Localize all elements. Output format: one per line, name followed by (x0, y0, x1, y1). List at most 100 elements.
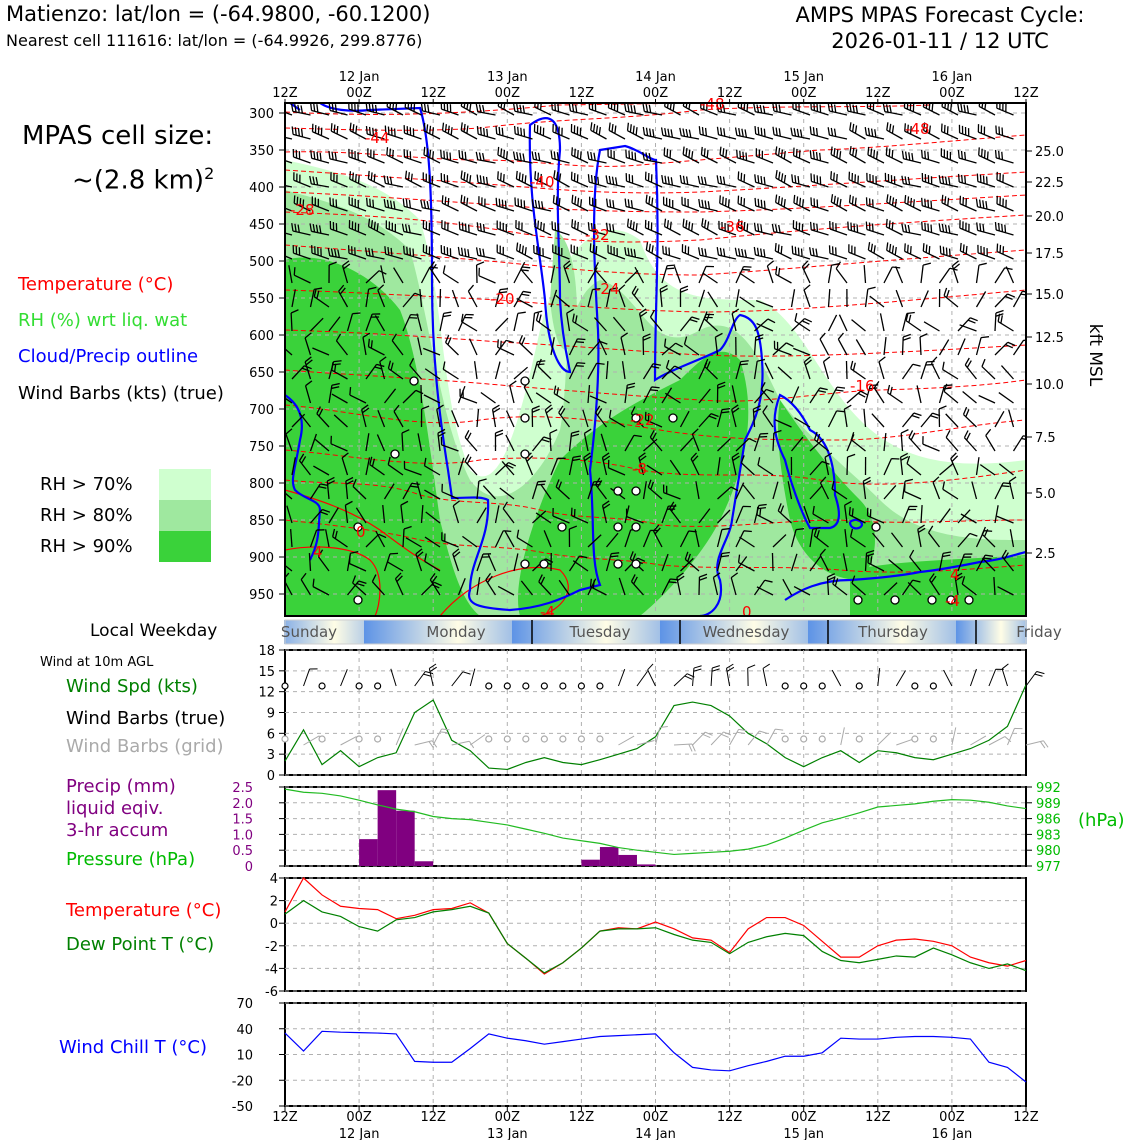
pressure-tick: 992 (1036, 781, 1061, 796)
wind-barb (864, 286, 876, 308)
wind-barb (978, 103, 996, 116)
calm-wind-marker (353, 595, 363, 605)
wind-barb (813, 431, 829, 452)
wind-barb (298, 412, 312, 428)
wind-barb (977, 244, 996, 260)
wind-barb (644, 411, 663, 428)
wind-barb (636, 740, 655, 746)
wind-barb (830, 171, 848, 188)
wind-barb (515, 170, 533, 188)
wind-barb (865, 197, 885, 212)
wind-barb (717, 486, 739, 500)
calm-wind-marker (577, 682, 586, 690)
wind-barb (349, 122, 367, 140)
wind-barb (929, 573, 941, 596)
wind-barb (416, 313, 423, 332)
wind-barb (403, 125, 422, 140)
wind-barb (550, 150, 570, 164)
wind-barb (467, 284, 478, 308)
calm-wind-marker (855, 735, 863, 743)
wind-barb (387, 360, 404, 380)
wind-barb (775, 194, 792, 212)
wind-barb (286, 505, 293, 524)
calm-wind-marker (374, 682, 382, 690)
wind-barb (312, 347, 330, 356)
wind-barb (790, 436, 804, 452)
panel-y-tick: 1.0 (232, 828, 253, 843)
wind-barb (589, 578, 607, 596)
pressure-tick: 980 (1036, 844, 1061, 859)
wind-barb (457, 457, 465, 476)
wind-barb (960, 513, 977, 524)
wind-barb (429, 261, 441, 284)
legend-wind-speed: Wind Spd (kts) (66, 676, 198, 697)
wind-barb (773, 340, 792, 356)
wind-barb (1012, 435, 1026, 452)
wind-barb (827, 386, 846, 404)
wind-barb (386, 147, 404, 164)
calm-wind-marker (540, 682, 548, 690)
pressure-tick: 989 (1036, 797, 1061, 812)
calm-wind-marker (800, 682, 808, 690)
wind-barb (997, 586, 1014, 596)
wind-barb (662, 245, 681, 260)
top-hour-tick: 12Z (865, 86, 891, 101)
wind-barb (867, 554, 885, 572)
pressure-tick: 300 (249, 107, 274, 122)
calm-wind-marker (800, 735, 808, 743)
wind-barb (605, 222, 626, 236)
wind-barb (468, 338, 478, 356)
wind-barb (384, 246, 404, 260)
wind-barb (766, 260, 775, 284)
wind-barb (365, 533, 387, 548)
calm-wind-marker (540, 735, 548, 743)
wind-barb (819, 476, 830, 500)
wind-barb (698, 198, 718, 212)
wind-barb (994, 222, 1014, 236)
wind-barb (895, 266, 904, 284)
wind-barb (772, 342, 794, 356)
wind-barb (882, 103, 903, 116)
wind-barb (822, 356, 831, 380)
wind-barb (422, 244, 441, 260)
wind-barb (895, 289, 904, 308)
wind-barb (888, 559, 903, 572)
calm-wind-marker (871, 522, 881, 532)
wind-barb (588, 103, 607, 116)
panel-y-tick: 6 (267, 727, 275, 742)
wind-barb (969, 668, 977, 687)
pressure-unit-label: (hPa) (1078, 810, 1125, 831)
weekday-strip: Sunday Monday Tuesday Wednesday Thursday Frid… (0, 619, 1140, 646)
temperature-contour-label: -8 (632, 460, 647, 478)
wind-barb (605, 198, 626, 212)
wind-barb (566, 308, 574, 332)
wind-barb (920, 262, 932, 284)
wind-barb (938, 267, 958, 284)
calm-wind-marker (929, 682, 937, 690)
wind-barb (365, 103, 385, 116)
wind-barb (837, 332, 848, 356)
wind-barb (570, 171, 589, 188)
wind-barb (810, 103, 829, 116)
wind-barb (790, 289, 796, 308)
wind-barb (620, 332, 629, 356)
weekday-label: Wednesday (703, 623, 790, 641)
wind-barb (285, 159, 293, 164)
calm-wind-marker (374, 735, 382, 743)
wind-barb (601, 452, 611, 476)
wind-barb (409, 358, 422, 380)
wind-barb (607, 459, 626, 476)
wind-barb (710, 665, 720, 687)
wind-barb (734, 247, 755, 260)
wind-barb (495, 461, 517, 476)
temperature-contour (285, 289, 1026, 313)
calm-wind-marker (818, 735, 826, 743)
wind-barb (608, 122, 626, 140)
wind-barb (328, 507, 339, 524)
wind-barb (502, 501, 515, 524)
wind-barb (832, 576, 848, 596)
wind-barb (838, 314, 848, 332)
wind-barb (774, 419, 792, 428)
wind-barb (475, 103, 496, 116)
